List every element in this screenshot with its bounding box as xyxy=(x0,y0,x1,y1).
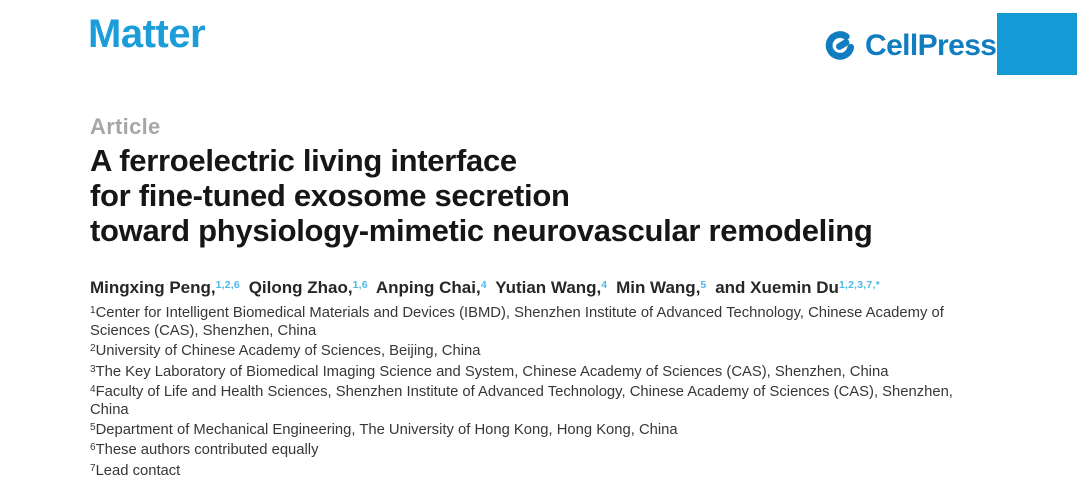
title-line-2: for fine-tuned exosome secretion xyxy=(90,178,570,213)
affiliation-text: Department of Mechanical Engineering, Th… xyxy=(95,422,678,439)
affiliation-sup: 1 xyxy=(90,305,96,316)
author-name: Qilong Zhao, xyxy=(248,278,353,297)
author: Anping Chai,4 xyxy=(376,278,487,297)
affiliation-sup: 3 xyxy=(90,363,96,375)
affiliation-text: Center for Intelligent Biomedical Materi… xyxy=(90,305,944,340)
cellpress-logo-text: CellPress xyxy=(865,29,997,62)
author-affiliation-sup: 1,2,3,7,* xyxy=(838,279,880,291)
affiliation-item: 4Faculty of Life and Health Sciences, Sh… xyxy=(90,381,987,419)
affiliation-sup: 5 xyxy=(90,422,96,434)
author-name: Mingxing Peng, xyxy=(90,278,216,297)
author-affiliation-sup: 1,6 xyxy=(352,279,368,291)
affiliation-text: The Key Laboratory of Biomedical Imaging… xyxy=(95,363,889,380)
affiliation-item: 7Lead contact xyxy=(90,460,987,478)
author: Mingxing Peng,1,2,6 xyxy=(90,278,240,297)
title-line-1: A ferroelectric living interface xyxy=(90,143,517,178)
article-header: Article A ferroelectric living interface… xyxy=(90,115,987,478)
article-kicker: Article xyxy=(90,114,161,139)
author-affiliation-sup: 4 xyxy=(480,279,487,291)
corner-accent-bar xyxy=(997,13,1077,75)
author: Min Wang,5 xyxy=(616,278,706,297)
affiliation-sup: 2 xyxy=(90,343,96,355)
author-affiliation-sup: 5 xyxy=(700,279,707,291)
cellpress-logo-icon xyxy=(820,29,858,63)
affiliation-item: 3The Key Laboratory of Biomedical Imagin… xyxy=(90,361,987,381)
affiliation-text: Faculty of Life and Health Sciences, She… xyxy=(90,383,953,419)
affiliation-item: 5Department of Mechanical Engineering, T… xyxy=(90,419,987,439)
affiliations-list: 1Center for Intelligent Biomedical Mater… xyxy=(90,302,987,478)
author-name: Yutian Wang, xyxy=(495,278,602,297)
article-title: A ferroelectric living interface for fin… xyxy=(90,143,987,248)
affiliation-sup: 6 xyxy=(90,442,96,454)
author-affiliation-sup: 1,2,6 xyxy=(215,279,240,291)
author-name: Min Wang, xyxy=(616,278,701,297)
author: Yutian Wang,4 xyxy=(495,278,607,297)
affiliation-text: These authors contributed equally xyxy=(95,442,319,459)
affiliation-item: 6These authors contributed equally xyxy=(90,439,987,459)
authors-line: Mingxing Peng,1,2,6 Qilong Zhao,1,6 Anpi… xyxy=(90,274,987,299)
affiliation-item: 1Center for Intelligent Biomedical Mater… xyxy=(90,302,987,340)
cellpress-logo: CellPress xyxy=(820,29,997,63)
affiliation-item: 2University of Chinese Academy of Scienc… xyxy=(90,340,987,360)
author: and Xuemin Du1,2,3,7,* xyxy=(715,278,880,297)
author-name: and Xuemin Du xyxy=(715,278,839,297)
author: Qilong Zhao,1,6 xyxy=(249,278,368,297)
author-affiliation-sup: 4 xyxy=(601,279,608,291)
title-line-3: toward physiology-mimetic neurovascular … xyxy=(90,213,873,248)
affiliation-sup: 7 xyxy=(90,462,96,474)
affiliation-text: Lead contact xyxy=(95,462,181,478)
affiliation-text: University of Chinese Academy of Science… xyxy=(95,343,481,360)
journal-wordmark: Matter xyxy=(88,12,206,56)
affiliation-sup: 4 xyxy=(90,383,96,395)
author-name: Anping Chai, xyxy=(375,278,481,297)
